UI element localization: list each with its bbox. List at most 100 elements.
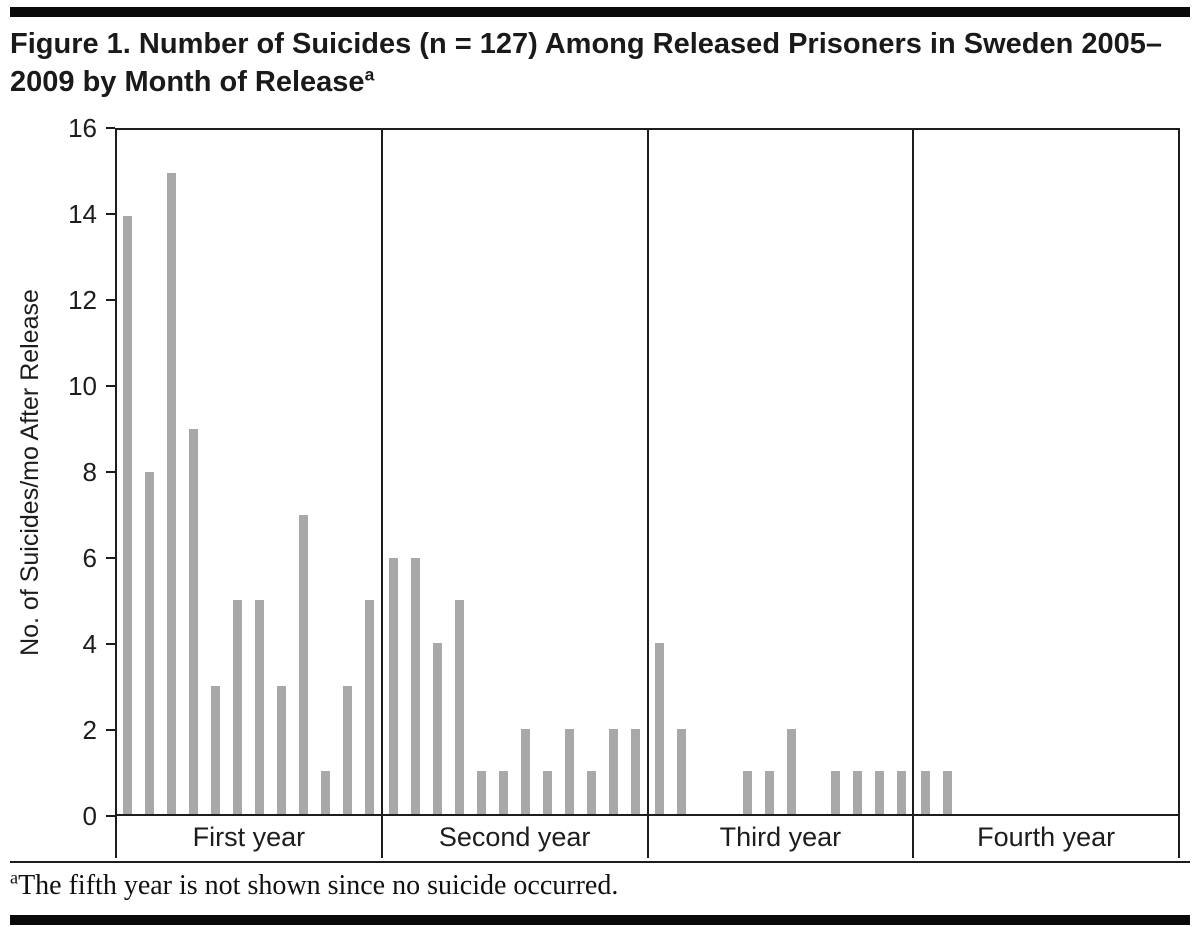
bar-year3-month1 xyxy=(654,643,664,814)
month-slot-y2-m8 xyxy=(537,130,559,814)
figure-title: Figure 1. Number of Suicides (n = 127) A… xyxy=(10,25,1190,102)
month-slot-y2-m6 xyxy=(493,130,515,814)
month-slot-y2-m2 xyxy=(405,130,427,814)
month-slot-y1-m3 xyxy=(161,130,183,814)
y-tick-mark xyxy=(106,557,115,559)
month-slot-y2-m10 xyxy=(581,130,603,814)
month-slot-y2-m5 xyxy=(471,130,493,814)
y-tick-label: 16 xyxy=(68,112,97,143)
month-slot-y3-m2 xyxy=(670,130,692,814)
month-slot-y3-m5 xyxy=(736,130,758,814)
y-tick-14: 14 xyxy=(68,199,115,229)
month-slot-y2-m1 xyxy=(383,130,405,814)
bar-year3-month2 xyxy=(676,728,686,814)
footnote-text: The fifth year is not shown since no sui… xyxy=(18,870,619,901)
month-slot-y1-m6 xyxy=(227,130,249,814)
bar-year3-month5 xyxy=(742,771,752,814)
bar-year2-month6 xyxy=(499,771,509,814)
month-slot-y4-m4 xyxy=(980,130,1002,814)
month-slot-y4-m12 xyxy=(1156,130,1178,814)
bar-year3-month11 xyxy=(874,771,884,814)
bar-year2-month2 xyxy=(411,557,421,814)
month-slot-y1-m1 xyxy=(117,130,139,814)
y-tick-0: 0 xyxy=(83,801,115,831)
y-tick-mark xyxy=(106,299,115,301)
year-section-1 xyxy=(117,130,383,814)
month-slot-y4-m1 xyxy=(914,130,936,814)
bar-year1-month5 xyxy=(211,685,221,814)
y-axis-ticks: 0 2 4 6 8 10 12 14 16 xyxy=(0,113,115,831)
bar-year2-month12 xyxy=(631,728,641,814)
bar-year2-month11 xyxy=(609,728,619,814)
footnote: aThe fifth year is not shown since no su… xyxy=(10,867,619,902)
bar-year3-month12 xyxy=(896,771,906,814)
month-slot-y1-m5 xyxy=(205,130,227,814)
bar-year1-month10 xyxy=(321,771,331,814)
bar-year3-month9 xyxy=(830,771,840,814)
month-slot-y3-m3 xyxy=(692,130,714,814)
month-slot-y4-m3 xyxy=(958,130,980,814)
month-slot-y4-m5 xyxy=(1002,130,1024,814)
month-slot-y4-m8 xyxy=(1068,130,1090,814)
y-tick-2: 2 xyxy=(83,715,115,745)
bar-year2-month10 xyxy=(587,771,597,814)
bar-year2-month5 xyxy=(477,771,487,814)
bar-year1-month6 xyxy=(233,600,243,814)
bar-year1-month11 xyxy=(343,685,353,814)
month-slot-y2-m9 xyxy=(559,130,581,814)
y-tick-mark xyxy=(106,815,115,817)
year-section-2 xyxy=(383,130,649,814)
month-slot-y2-m11 xyxy=(603,130,625,814)
month-slot-y4-m10 xyxy=(1112,130,1134,814)
plot-area xyxy=(115,128,1180,816)
bar-year2-month1 xyxy=(389,557,399,814)
month-slot-y2-m12 xyxy=(625,130,647,814)
bar-year3-month7 xyxy=(786,728,796,814)
bar-year2-month3 xyxy=(433,643,443,814)
figure-title-superscript: a xyxy=(364,64,375,85)
month-slot-y4-m9 xyxy=(1090,130,1112,814)
bar-year2-month4 xyxy=(455,600,465,814)
bar-year1-month2 xyxy=(145,472,155,814)
y-tick-label: 8 xyxy=(82,456,97,487)
y-tick-label: 2 xyxy=(82,714,97,745)
bar-year2-month9 xyxy=(565,728,575,814)
x-axis-labels: First year Second year Third year Fourth ye… xyxy=(115,816,1180,858)
y-tick-label: 14 xyxy=(68,198,97,229)
bar-year4-month2 xyxy=(942,771,952,814)
y-tick-label: 4 xyxy=(82,628,97,659)
month-slot-y1-m4 xyxy=(183,130,205,814)
y-tick-label: 0 xyxy=(82,800,97,831)
bar-year3-month6 xyxy=(764,771,774,814)
month-slot-y1-m12 xyxy=(359,130,381,814)
y-tick-mark xyxy=(106,127,115,129)
month-slot-y1-m9 xyxy=(293,130,315,814)
bar-year1-month8 xyxy=(277,685,287,814)
month-slot-y1-m7 xyxy=(249,130,271,814)
month-slot-y3-m4 xyxy=(714,130,736,814)
month-slot-y4-m7 xyxy=(1046,130,1068,814)
month-slot-y3-m9 xyxy=(824,130,846,814)
month-slot-y3-m10 xyxy=(846,130,868,814)
month-slot-y4-m11 xyxy=(1134,130,1156,814)
y-tick-mark xyxy=(106,213,115,215)
month-slot-y1-m8 xyxy=(271,130,293,814)
footnote-marker: a xyxy=(10,867,19,888)
x-axis-label-2: Second year xyxy=(383,816,649,858)
month-slot-y3-m1 xyxy=(649,130,671,814)
bottom-rule xyxy=(10,915,1190,925)
y-tick-mark xyxy=(106,471,115,473)
bar-year3-month10 xyxy=(852,771,862,814)
y-tick-label: 6 xyxy=(82,542,97,573)
month-slot-y1-m10 xyxy=(315,130,337,814)
y-tick-6: 6 xyxy=(83,543,115,573)
y-tick-8: 8 xyxy=(83,457,115,487)
x-axis-label-4: Fourth year xyxy=(977,821,1116,852)
month-slot-y4-m6 xyxy=(1024,130,1046,814)
y-tick-16: 16 xyxy=(68,113,115,143)
bar-year1-month9 xyxy=(299,514,309,814)
figure-title-text: Figure 1. Number of Suicides (n = 127) A… xyxy=(10,28,1163,99)
month-slot-y1-m2 xyxy=(139,130,161,814)
month-slot-y3-m12 xyxy=(890,130,912,814)
